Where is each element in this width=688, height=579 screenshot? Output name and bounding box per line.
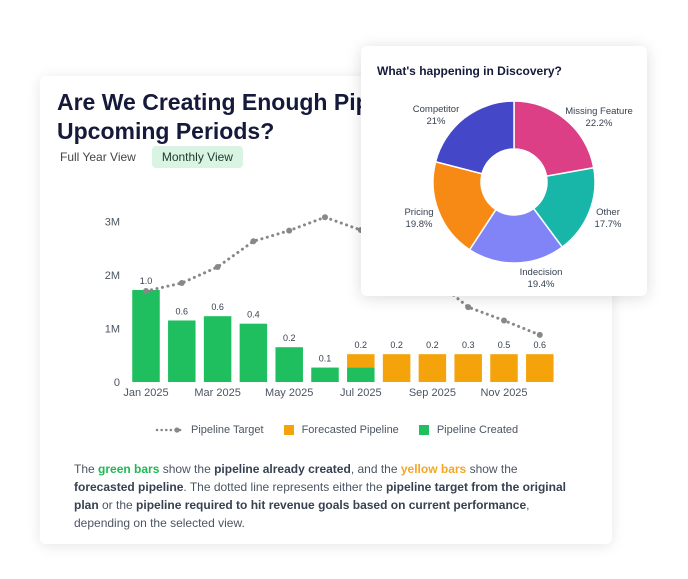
bar-data-label: 0.5: [498, 340, 511, 350]
donut-slice: [468, 207, 564, 264]
y-tick-label: 3M: [105, 217, 120, 229]
x-tick-label: Sep 2025: [409, 387, 456, 399]
orange-swatch-icon: [283, 425, 294, 435]
bar-data-label: 0.6: [534, 340, 547, 350]
pipeline-target-point: [286, 227, 293, 234]
desc-bold: pipeline required to hit revenue goals b…: [136, 498, 527, 512]
tab-full-year-view[interactable]: Full Year View: [60, 150, 136, 164]
x-tick-label: May 2025: [265, 387, 313, 399]
discovery-card: What's happening in Discovery? Missing F…: [361, 46, 647, 296]
slice-category-label: Competitor: [413, 104, 459, 115]
desc-text: , depending on the selected view.: [74, 498, 530, 530]
slice-value-label: 19.4%: [528, 279, 555, 290]
desc-text: or the: [98, 498, 137, 512]
slice-category-label: Pricing: [404, 207, 433, 218]
pipeline-bar-chart: 0 1M 2M 3M 1.0 0.6 0.6 0.4 0.2 0.1 0.2 0.2 0.2 0.3 0.5…: [105, 214, 554, 399]
desc-text: . The dotted line represents either the: [183, 480, 386, 494]
bar-data-label: 0.4: [247, 310, 260, 320]
bar-pipeline-created: [239, 323, 268, 382]
desc-text: show the: [466, 462, 518, 476]
desc-bold: forecasted pipeline: [74, 480, 184, 494]
bar-forecasted-pipeline: [454, 354, 482, 382]
slice-category-label: Missing Feature: [565, 106, 633, 117]
pipeline-target-point: [536, 331, 543, 338]
desc-green-bars: green bars: [98, 462, 160, 476]
legend-label-forecasted-pipeline: Forecasted Pipeline: [301, 424, 399, 436]
bar-forecasted-pipeline: [382, 354, 411, 382]
donut-slice: [432, 160, 497, 251]
slice-value-label: 19.8%: [406, 219, 433, 230]
bar-pipeline-created: [203, 316, 232, 382]
bar-data-label: 0.2: [390, 340, 403, 350]
bar-pipeline-created: [132, 289, 160, 382]
legend-item-pipeline-created[interactable]: Pipeline Created: [418, 424, 519, 436]
x-tick-label: Mar 2025: [194, 387, 240, 399]
legend-label-pipeline-created: Pipeline Created: [436, 424, 519, 436]
chart-description: The green bars show the pipeline already…: [74, 460, 574, 532]
bar-forecasted-pipeline: [490, 354, 518, 382]
bar-pipeline-created: [168, 320, 196, 382]
bar-pipeline-created: [311, 367, 339, 382]
slice-value-label: 22.2%: [586, 118, 613, 129]
pipeline-target-point: [501, 317, 507, 324]
bar-forecasted-pipeline: [347, 354, 375, 368]
pipeline-target-point: [214, 263, 221, 270]
bar-forecasted-pipeline: [526, 354, 554, 382]
donut-slice: [513, 100, 595, 178]
bar-pipeline-created: [347, 367, 375, 382]
legend-item-forecasted-pipeline[interactable]: Forecasted Pipeline: [283, 424, 399, 436]
bar-data-label: 0.2: [283, 333, 296, 343]
bar-data-label: 0.3: [462, 340, 475, 350]
desc-bold: pipeline already created: [214, 462, 351, 476]
desc-text: show the: [159, 462, 215, 476]
bar-data-label: 0.2: [355, 340, 368, 350]
pipeline-target-point: [143, 288, 149, 295]
pipeline-target-point: [178, 280, 185, 287]
bar-data-label: 1.0: [140, 276, 153, 286]
x-tick-label: Jul 2025: [340, 387, 382, 399]
desc-text: , and the: [350, 462, 401, 476]
bar-pipeline-created: [275, 347, 303, 382]
donut-slice: [434, 100, 515, 175]
bar-data-label: 0.2: [426, 340, 439, 350]
pipeline-target-point: [250, 238, 257, 245]
x-tick-label: Jan 2025: [123, 387, 168, 399]
tab-monthly-view[interactable]: Monthly View: [151, 146, 243, 168]
legend-item-pipeline-target[interactable]: Pipeline Target: [155, 424, 264, 436]
desc-bold: pipeline target from the original plan: [74, 480, 566, 512]
dotted-line-icon: [155, 426, 183, 434]
x-tick-label: Nov 2025: [480, 387, 527, 399]
y-tick-label: 0: [114, 377, 120, 389]
pipeline-target-point: [465, 304, 472, 311]
view-tabs: Full Year View Monthly View: [52, 146, 243, 168]
desc-yellow-bars: yellow bars: [400, 462, 467, 476]
bar-data-label: 0.1: [319, 354, 332, 364]
discovery-chart-title: What's happening in Discovery?: [377, 64, 562, 78]
y-tick-label: 2M: [105, 270, 120, 282]
green-swatch-icon: [418, 425, 429, 435]
bar-data-label: 0.6: [176, 306, 189, 316]
chart-legend: Pipeline Target Forecasted Pipeline Pipe…: [155, 424, 518, 436]
desc-text: The: [74, 462, 99, 476]
slice-value-label: 21%: [426, 116, 446, 127]
slice-category-label: Other: [596, 207, 620, 218]
legend-label-pipeline-target: Pipeline Target: [191, 424, 264, 436]
pipeline-target-point: [322, 214, 328, 221]
slice-value-label: 17.7%: [595, 219, 622, 230]
bar-data-label: 0.6: [211, 302, 224, 312]
y-tick-label: 1M: [105, 324, 120, 336]
bar-forecasted-pipeline: [418, 354, 447, 382]
slice-category-label: Indecision: [520, 267, 563, 278]
